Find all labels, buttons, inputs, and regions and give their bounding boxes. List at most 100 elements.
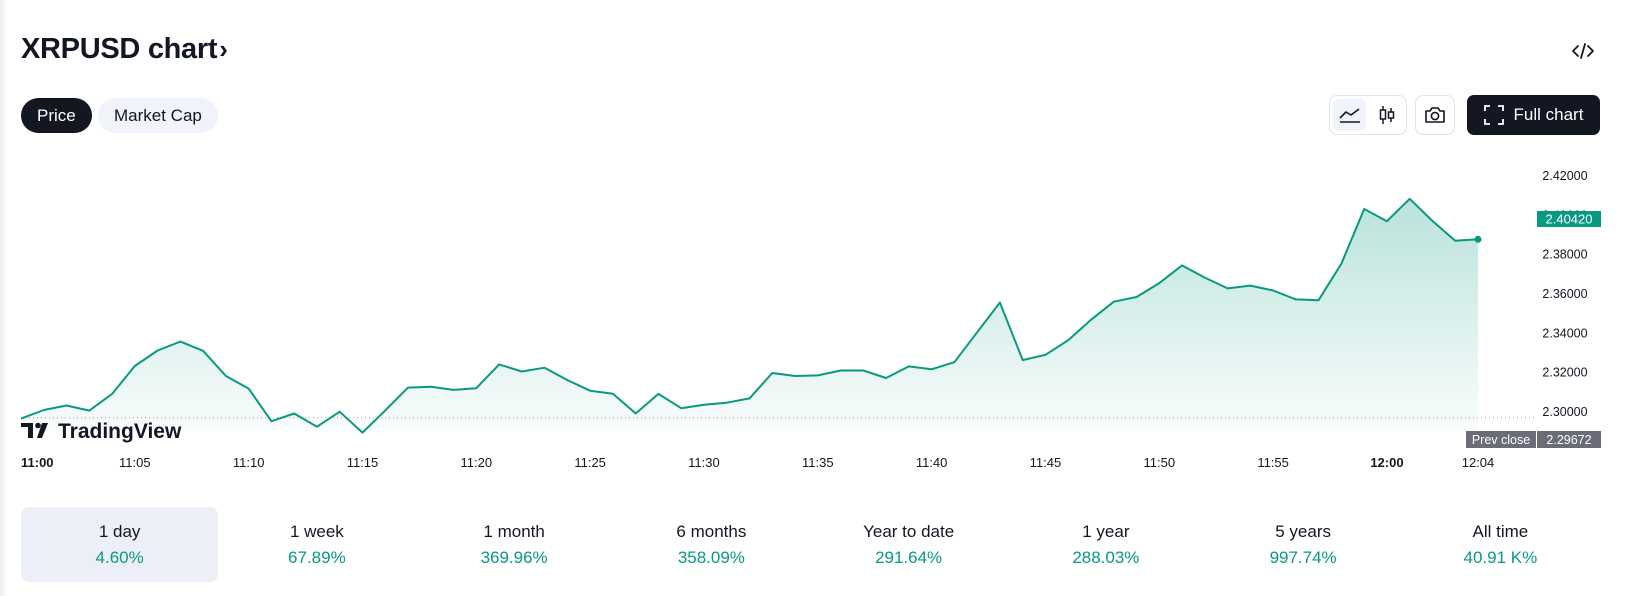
period-change-value: 369.96% — [480, 547, 548, 567]
data-point — [1112, 300, 1116, 304]
data-point — [1021, 358, 1025, 362]
data-point — [861, 369, 865, 373]
data-point — [634, 412, 638, 416]
data-point — [702, 403, 706, 407]
data-point — [1066, 338, 1070, 342]
data-point — [1135, 295, 1139, 299]
candles-icon — [1379, 106, 1394, 124]
data-point — [1180, 263, 1184, 267]
tradingview-logo: TradingView — [21, 420, 182, 443]
data-point — [1431, 219, 1435, 223]
data-point — [679, 406, 683, 410]
data-point — [1157, 281, 1161, 285]
data-point — [133, 364, 137, 368]
page-title[interactable]: XRPUSD chart› — [21, 33, 228, 66]
area-style-button[interactable] — [1333, 99, 1366, 131]
period-1-year[interactable]: 1 year 288.03% — [1007, 507, 1204, 582]
chevron-right-icon: › — [219, 34, 228, 64]
snapshot-button[interactable] — [1415, 95, 1455, 135]
period-1-week[interactable]: 1 week 67.89% — [218, 507, 415, 582]
x-tick-label: 11:10 — [233, 455, 265, 470]
data-point — [361, 431, 365, 435]
data-point — [292, 412, 296, 416]
last-price-dot — [1474, 235, 1482, 243]
data-point — [998, 301, 1002, 305]
period-5-years[interactable]: 5 years 997.74% — [1205, 507, 1402, 582]
page-edge-shadow — [0, 0, 8, 596]
period-6-months[interactable]: 6 months 358.09% — [613, 507, 810, 582]
y-tick-label: 2.32000 — [1542, 366, 1587, 380]
data-point — [1248, 284, 1252, 288]
last-price-label: 2.40420 — [1537, 211, 1601, 227]
period-year-to-date[interactable]: Year to date 291.64% — [810, 507, 1007, 582]
data-point — [497, 362, 501, 366]
data-point — [429, 385, 433, 389]
data-point — [725, 401, 729, 405]
period-label: 1 day — [98, 521, 141, 541]
x-tick-label: 11:35 — [802, 455, 834, 470]
data-point — [87, 409, 91, 413]
data-point — [588, 389, 592, 393]
period-change-value: 358.09% — [677, 547, 745, 567]
period-change-value: 67.89% — [288, 547, 346, 567]
x-tick-label: 11:25 — [574, 455, 606, 470]
data-point — [1408, 197, 1412, 201]
x-tick-label: 12:00 — [1370, 455, 1403, 470]
data-point — [543, 366, 547, 370]
data-point — [611, 392, 615, 396]
period-selector: 1 day 4.60% 1 week 67.89% 1 month 369.96% 6 mo… — [21, 507, 1599, 582]
price-series-line — [20, 197, 1479, 434]
x-tick-label: 11:50 — [1143, 455, 1175, 470]
y-tick-label: 2.30000 — [1542, 405, 1587, 419]
prev-close-tag: Prev close 2.29672 — [1466, 431, 1601, 448]
data-point — [1294, 297, 1298, 301]
data-point — [1362, 207, 1366, 211]
y-tick-label: 2.38000 — [1542, 248, 1587, 262]
period-change-value: 997.74% — [1269, 547, 1337, 567]
x-tick-label: 12:04 — [1462, 455, 1495, 470]
data-point — [1453, 239, 1457, 243]
period-change-value: 288.03% — [1072, 547, 1140, 567]
tab-market-cap[interactable]: Market Cap — [98, 98, 218, 133]
data-point — [315, 425, 319, 429]
data-point — [952, 360, 956, 364]
data-point — [1339, 262, 1343, 266]
camera-icon — [1425, 107, 1445, 123]
tradingview-logo-text: TradingView — [58, 420, 182, 443]
data-point — [224, 374, 228, 378]
embed-code-button[interactable] — [1570, 38, 1596, 64]
x-tick-label: 11:15 — [347, 455, 379, 470]
price-chart[interactable]: 2.420002.400002.380002.360002.340002.320… — [0, 150, 1635, 480]
data-point — [406, 386, 410, 390]
period-all-time[interactable]: All time 40.91 K% — [1402, 507, 1599, 582]
prev-close-value: 2.29672 — [1546, 433, 1591, 447]
data-point — [338, 410, 342, 414]
period-label: 5 years — [1275, 521, 1331, 541]
data-point — [1271, 289, 1275, 293]
data-point — [520, 370, 524, 374]
y-tick-label: 2.36000 — [1542, 287, 1587, 301]
period-1-day[interactable]: 1 day 4.60% — [21, 507, 219, 582]
data-point — [748, 396, 752, 400]
x-tick-label: 11:45 — [1030, 455, 1062, 470]
period-1-month[interactable]: 1 month 369.96% — [416, 507, 613, 582]
data-point — [247, 387, 251, 391]
data-point — [839, 369, 843, 373]
data-point — [930, 367, 934, 371]
area-chart-icon — [1338, 108, 1360, 123]
data-point — [156, 349, 160, 353]
data-point — [1226, 286, 1230, 290]
tab-price[interactable]: Price — [21, 98, 92, 133]
data-point — [1385, 219, 1389, 223]
data-point — [42, 408, 46, 412]
full-chart-button[interactable]: Full chart — [1467, 95, 1600, 135]
data-point — [110, 392, 114, 396]
x-tick-label: 11:30 — [688, 455, 720, 470]
data-point — [884, 376, 888, 380]
x-tick-label: 11:05 — [119, 455, 151, 470]
x-tick-label: 11:55 — [1257, 455, 1289, 470]
candles-style-button[interactable] — [1370, 99, 1403, 131]
period-change-value: 40.91 K% — [1463, 547, 1538, 567]
data-point — [565, 378, 569, 382]
data-point — [19, 417, 23, 421]
